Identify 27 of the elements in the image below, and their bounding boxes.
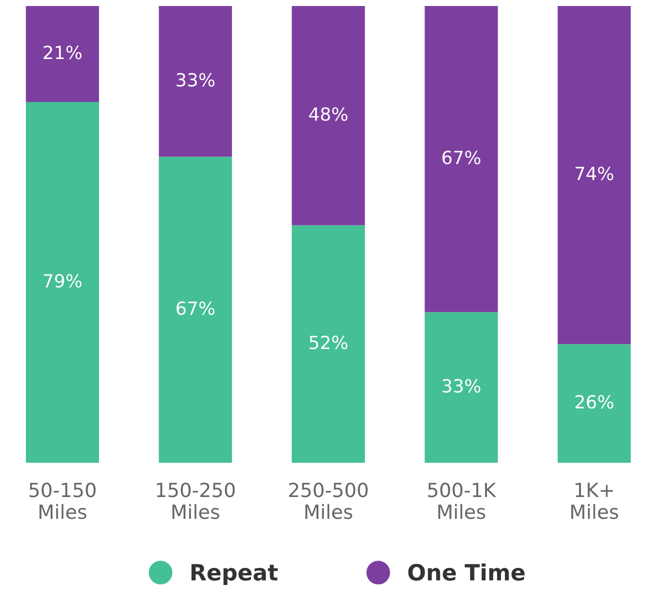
bar xyxy=(292,225,365,463)
x-tick-label: 50-150 Miles xyxy=(30,482,96,520)
bar xyxy=(26,102,100,463)
legend-label: One Time xyxy=(408,563,525,581)
bar xyxy=(26,6,100,102)
data-label: 74% xyxy=(576,166,614,180)
bar xyxy=(558,344,631,463)
bar xyxy=(158,6,232,157)
data-label: 48% xyxy=(309,107,348,121)
bar xyxy=(292,6,365,226)
bar xyxy=(424,312,498,463)
data-label: 67% xyxy=(442,150,480,164)
legend-label: Repeat xyxy=(192,564,278,585)
x-tick-label: 1K+ Miles xyxy=(571,482,618,520)
bar xyxy=(424,6,498,312)
x-tick-label: 150-250 Miles xyxy=(156,482,235,520)
bar xyxy=(558,6,631,344)
data-label: 21% xyxy=(44,46,82,60)
bar xyxy=(158,156,232,463)
data-label: 26% xyxy=(575,395,614,409)
data-label: 33% xyxy=(442,379,480,393)
data-label: 79% xyxy=(44,274,82,288)
data-label: 52% xyxy=(310,336,348,350)
x-tick-label: 250-500 Miles xyxy=(289,482,368,520)
data-label: 33% xyxy=(176,73,214,87)
x-tick-label: 500-1K Miles xyxy=(428,482,496,520)
data-label: 67% xyxy=(176,301,214,316)
